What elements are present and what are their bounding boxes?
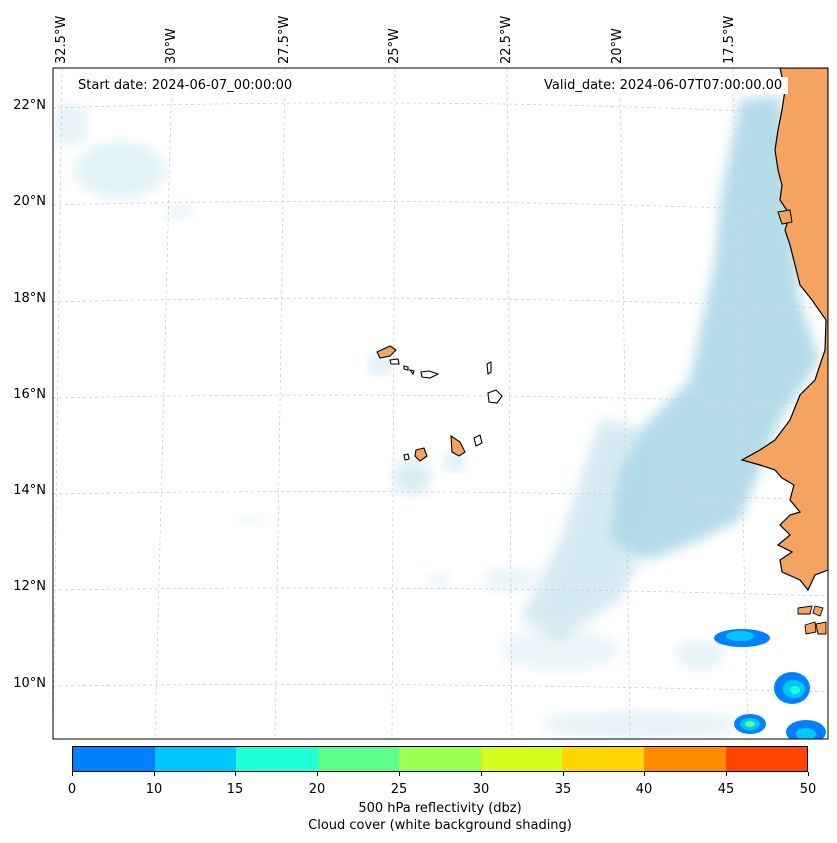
colorbar-segment — [399, 747, 481, 771]
valid-date-label: Valid_date: 2024-06-07T07:00:00.00 — [538, 77, 789, 94]
lat-label: 20°N — [13, 194, 46, 209]
colorbar-tick: 25 — [390, 782, 408, 797]
map-frame — [52, 67, 829, 740]
colorbar-tickmark — [72, 772, 73, 776]
lat-label: 16°N — [13, 387, 46, 402]
africa-coast — [740, 68, 828, 592]
colorbar-tickmark — [235, 772, 236, 776]
lon-label: 27.5°W — [277, 15, 292, 64]
lon-label: 32.5°W — [54, 15, 69, 64]
graticule — [53, 68, 828, 739]
colorbar-sublabel: Cloud cover (white background shading) — [308, 818, 572, 833]
colorbar-tickmark — [154, 772, 155, 776]
lat-label: 12°N — [13, 579, 46, 594]
colorbar-tickmark — [726, 772, 727, 776]
cape-verde-islands — [376, 345, 503, 462]
colorbar-segment — [154, 747, 237, 771]
colorbar-tick: 0 — [67, 782, 77, 797]
reflectivity-cells — [714, 629, 826, 739]
cloud-cover-shading — [53, 95, 820, 739]
colorbar-segment — [643, 747, 726, 771]
start-date-label: Start date: 2024-06-07_00:00:00 — [72, 77, 299, 94]
lon-label: 22.5°W — [499, 15, 514, 64]
colorbar-tickmark — [808, 772, 809, 776]
lon-label: 17.5°W — [722, 15, 737, 64]
bijagos-islands — [797, 605, 827, 635]
colorbar-segment — [480, 747, 563, 771]
colorbar-tick: 10 — [145, 782, 163, 797]
colorbar-segment — [236, 747, 318, 771]
colorbar-segment — [73, 747, 155, 771]
colorbar-tick: 30 — [472, 782, 490, 797]
coast-inlet — [777, 209, 793, 225]
colorbar-tickmark — [481, 772, 482, 776]
colorbar-tick: 15 — [226, 782, 244, 797]
colorbar-tick: 20 — [308, 782, 326, 797]
lat-label: 10°N — [13, 676, 46, 691]
lat-label: 14°N — [13, 483, 46, 498]
colorbar-segment — [317, 747, 400, 771]
lon-label: 20°W — [610, 28, 625, 64]
lon-label: 25°W — [387, 28, 402, 64]
colorbar-tickmark — [399, 772, 400, 776]
colorbar-segment — [562, 747, 644, 771]
colorbar-label: 500 hPa reflectivity (dbz) — [358, 801, 522, 816]
lat-label: 22°N — [13, 98, 46, 113]
colorbar-tickmark — [644, 772, 645, 776]
colorbar-tick: 50 — [799, 782, 817, 797]
lon-label: 30°W — [164, 28, 179, 64]
colorbar-tickmark — [563, 772, 564, 776]
reflectivity-colorbar — [72, 746, 808, 772]
colorbar-tick: 40 — [635, 782, 653, 797]
colorbar-tick: 35 — [554, 782, 572, 797]
lat-label: 18°N — [13, 291, 46, 306]
colorbar-tick: 45 — [717, 782, 735, 797]
colorbar-tickmark — [317, 772, 318, 776]
colorbar-segment — [725, 747, 808, 771]
